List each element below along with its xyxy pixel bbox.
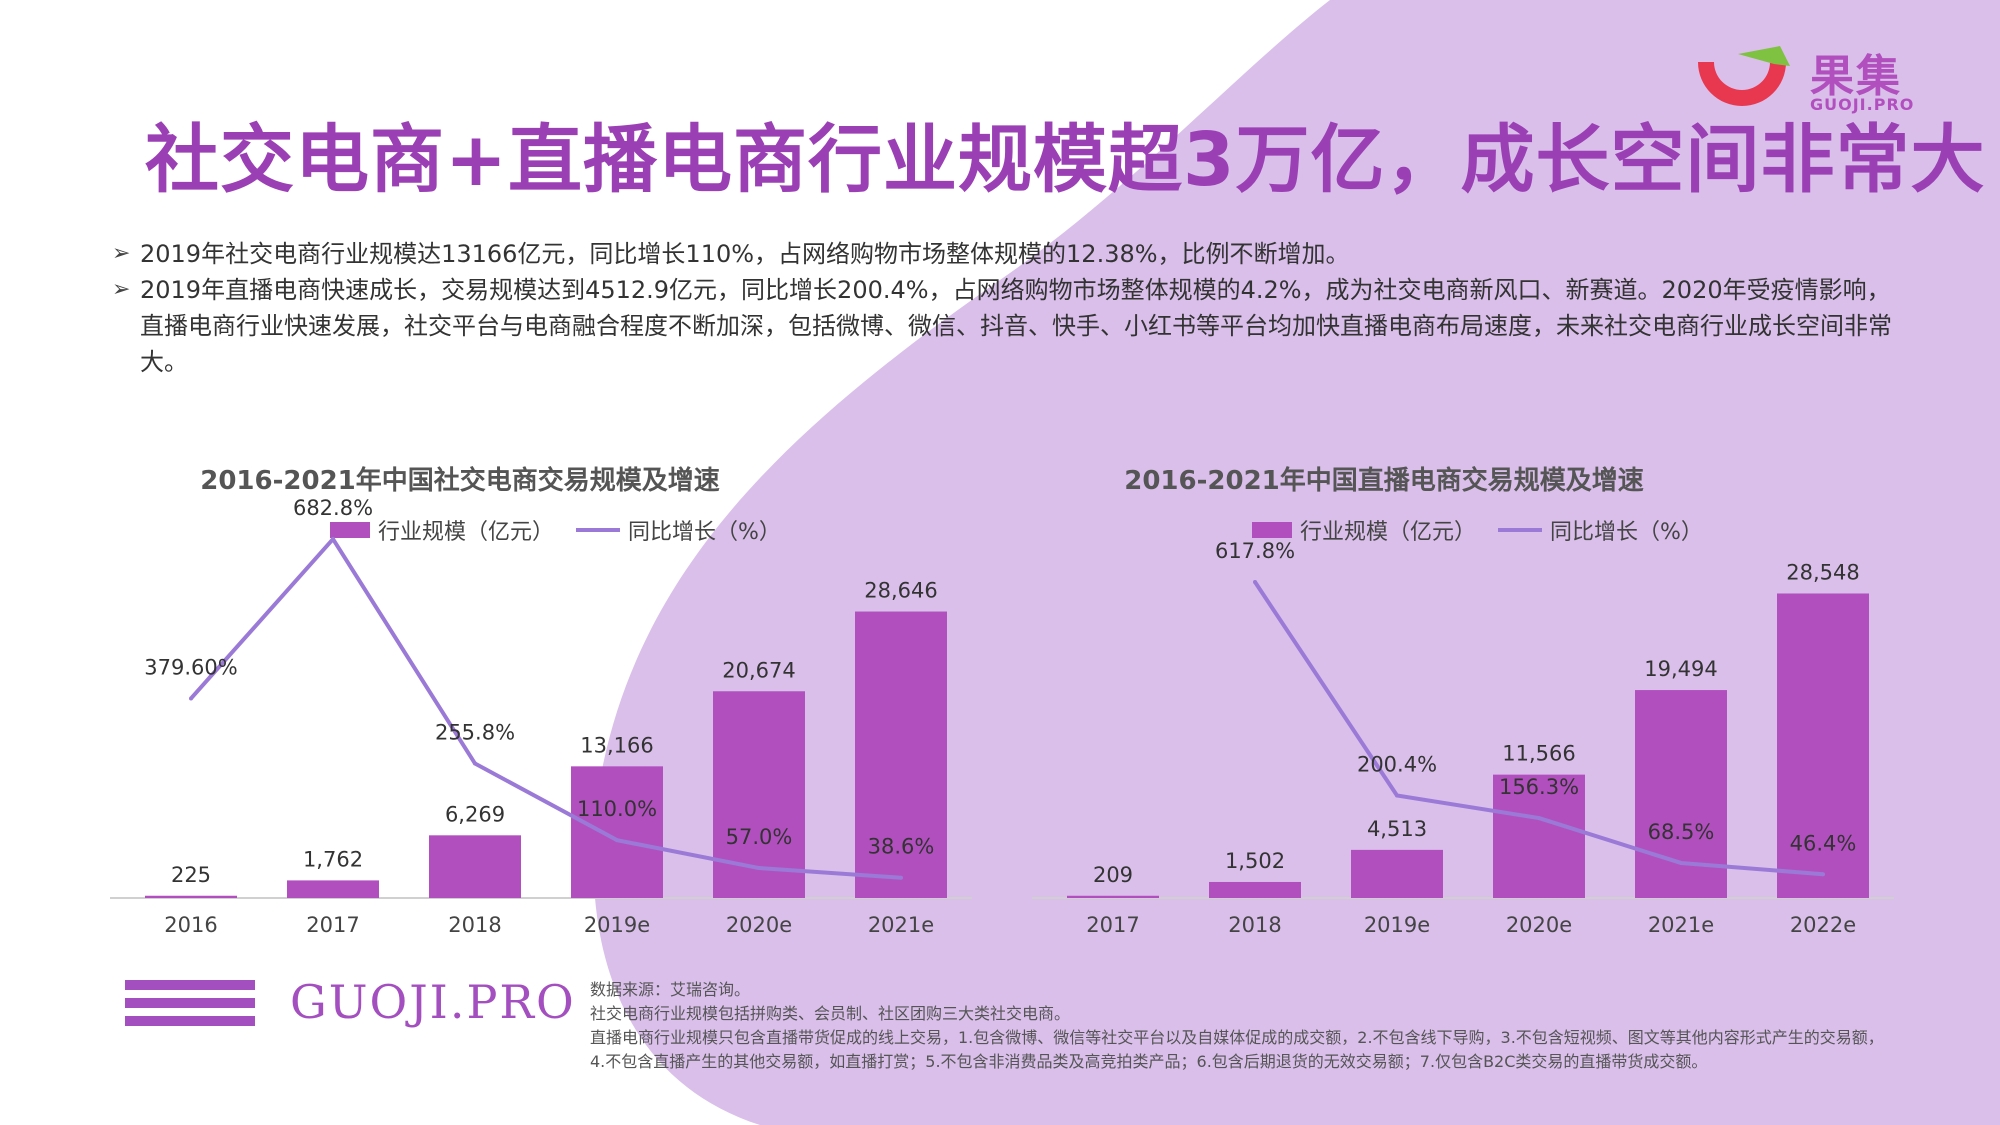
bullet-text: 2019年社交电商行业规模达13166亿元，同比增长110%，占网络购物市场整体… [140,240,1350,268]
bullet-list: ➢ 2019年社交电商行业规模达13166亿元，同比增长110%，占网络购物市场… [112,236,1892,380]
growth-rate-label: 38.6% [868,835,935,859]
bar [571,766,663,898]
bar-value-label: 4,513 [1367,817,1427,841]
bar-value-label: 28,548 [1786,560,1859,584]
growth-rate-point [1253,580,1257,585]
bar [1777,593,1869,898]
guoji-logo-icon [1698,46,1790,106]
source-notes: 数据来源：艾瑞咨询。 社交电商行业规模包括拼购类、会员制、社区团购三大类社交电商… [590,978,1890,1074]
bar [1067,895,1159,898]
growth-rate-label: 68.5% [1648,820,1715,844]
legend-line-swatch [576,528,621,532]
legend-label-bar: 行业规模（亿元） [378,520,555,545]
x-tick-label: 2018 [448,913,501,937]
bar [1493,774,1585,898]
growth-rate-label: 255.8% [435,721,515,745]
bar-value-label: 1,762 [303,847,363,871]
growth-rate-point [615,838,619,843]
legend-line-swatch [1498,528,1543,532]
growth-rate-line [189,537,902,880]
bar-value-label: 28,646 [864,579,937,603]
chart-legend-live: 行业规模（亿元） 同比增长（%） [1252,514,1703,546]
legend-bar-swatch [1252,522,1292,538]
growth-rate-label: 156.3% [1499,775,1579,799]
bar-value-label: 225 [171,863,211,887]
legend-label-line: 同比增长（%） [1550,520,1703,545]
bar-value-label: 11,566 [1502,742,1575,766]
note-line: 直播电商行业规模只包含直播带货促成的线上交易，1.包含微博、微信等社交平台以及自… [590,1028,1884,1071]
chart-legend-social: 行业规模（亿元） 同比增长（%） [330,514,781,546]
x-tick-label: 2019e [584,913,650,937]
bar [1351,849,1443,898]
legend-bar-swatch [330,522,370,538]
x-tick-label: 2019e [1364,913,1430,937]
bar [429,835,521,898]
growth-rate-label: 379.60% [144,655,237,679]
arrow-bullet-icon: ➢ [112,277,131,302]
note-line: 社交电商行业规模包括拼购类、会员制、社区团购三大类社交电商。 [590,1004,1071,1023]
growth-rate-label: 617.8% [1215,539,1295,563]
bar [855,611,947,898]
x-tick-label: 2020e [726,913,792,937]
bullet-item: ➢ 2019年社交电商行业规模达13166亿元，同比增长110%，占网络购物市场… [112,236,1892,272]
logo-subtitle: GUOJI.PRO [1810,95,1915,114]
x-tick-label: 2022e [1790,913,1856,937]
bullet-text: 2019年直播电商快速成长，交易规模达到4512.9亿元，同比增长200.4%，… [140,276,1892,376]
growth-rate-label: 57.0% [726,825,793,849]
growth-rate-label: 682.8% [293,496,373,520]
growth-rate-point [1537,816,1541,821]
growth-rate-point [473,761,477,766]
x-tick-label: 2018 [1228,913,1281,937]
note-line: 数据来源：艾瑞咨询。 [590,980,751,999]
growth-rate-label: 46.4% [1790,831,1857,855]
page-title: 社交电商+直播电商行业规模超3万亿，成长空间非常大 [145,117,1986,203]
logo-name: 果集 [1810,51,1902,102]
x-tick-label: 2021e [868,913,934,937]
arrow-bullet-icon: ➢ [112,241,131,266]
x-tick-label: 2016 [164,913,217,937]
bullet-item: ➢ 2019年直播电商快速成长，交易规模达到4512.9亿元，同比增长200.4… [112,272,1892,380]
chart-title-live: 2016-2021年中国直播电商交易规模及增速 [1124,466,1644,496]
growth-rate-point [1679,860,1683,865]
footer-menu-lines-icon [125,980,255,1026]
growth-rate-point [757,866,761,871]
x-tick-label: 2017 [1086,913,1139,937]
chart-title-social: 2016-2021年中国社交电商交易规模及增速 [200,466,720,496]
legend-label-line: 同比增长（%） [628,520,781,545]
bar-value-label: 20,674 [722,658,795,682]
legend-label-bar: 行业规模（亿元） [1300,520,1477,545]
x-tick-label: 2021e [1648,913,1714,937]
bar [1209,881,1301,898]
bar-value-label: 1,502 [1225,849,1285,873]
growth-rate-label: 110.0% [577,797,657,821]
bar-value-label: 6,269 [445,802,505,826]
footer-brand: GUOJI.PRO [290,975,576,1029]
bar-value-label: 19,494 [1644,657,1717,681]
growth-rate-point [1395,793,1399,798]
x-tick-label: 2017 [306,913,359,937]
bar-value-label: 209 [1093,863,1133,887]
bar-value-label: 13,166 [580,733,653,757]
growth-rate-point [189,696,193,701]
growth-rate-label: 200.4% [1357,753,1437,777]
growth-rate-point [1821,872,1825,877]
growth-rate-point [899,875,903,880]
x-tick-label: 2020e [1506,913,1572,937]
growth-rate-point [331,537,335,542]
bar [145,895,237,898]
bar [287,880,379,898]
